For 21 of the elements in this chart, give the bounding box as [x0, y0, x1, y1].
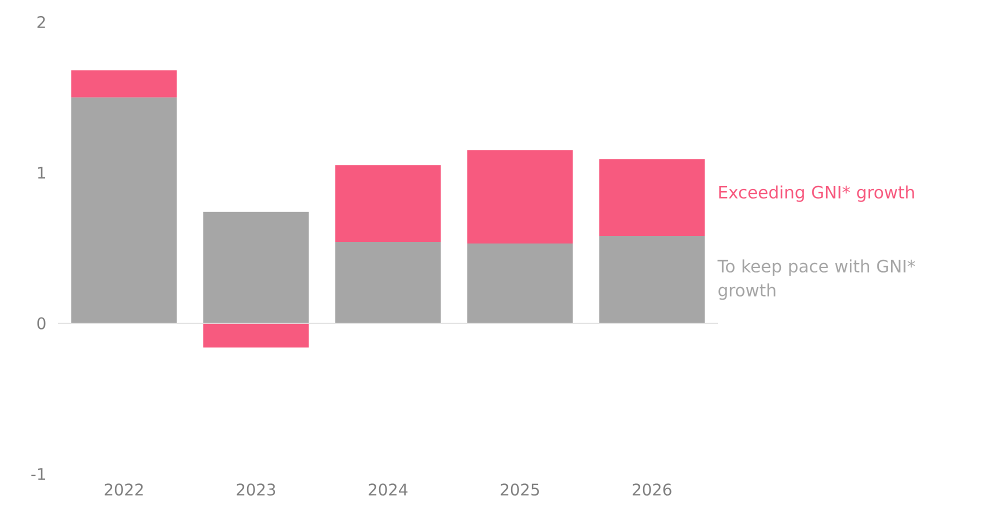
- bar: [599, 159, 705, 236]
- bar: [71, 70, 177, 98]
- bar: [203, 212, 309, 324]
- x-tick-label: 2024: [368, 484, 408, 496]
- bar: [467, 150, 573, 244]
- y-tick-label: -1: [31, 468, 46, 480]
- bar: [203, 323, 309, 348]
- x-tick-label: 2025: [500, 484, 539, 496]
- y-tick-label: 0: [37, 317, 46, 330]
- bar: [335, 242, 441, 324]
- bar: [467, 243, 573, 324]
- y-tick-label: 1: [38, 166, 46, 178]
- x-tick-label: 2026: [632, 484, 672, 496]
- bar: [71, 97, 177, 324]
- series-label: To keep pace with GNI* growth: [718, 259, 916, 300]
- bar: [599, 236, 705, 324]
- x-tick-label: 2023: [236, 484, 276, 496]
- bar: [335, 165, 441, 242]
- series-label: Exceeding GNI* growth: [719, 185, 914, 202]
- x-tick-label: 2022: [104, 484, 143, 496]
- y-tick-label: 2: [37, 16, 45, 28]
